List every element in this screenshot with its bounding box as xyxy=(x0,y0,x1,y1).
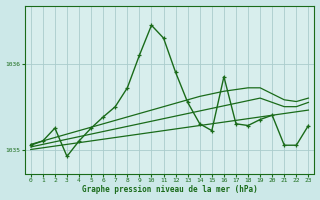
X-axis label: Graphe pression niveau de la mer (hPa): Graphe pression niveau de la mer (hPa) xyxy=(82,185,258,194)
